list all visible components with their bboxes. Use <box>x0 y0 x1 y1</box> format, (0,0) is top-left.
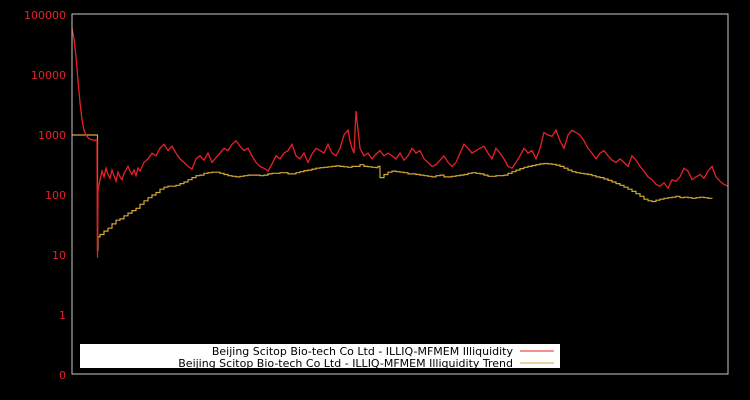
legend-label-illiquidity-trend: Beijing Scitop Bio-tech Co Ltd - ILLIQ-M… <box>178 357 513 370</box>
y-tick-label: 1000 <box>38 129 66 142</box>
legend: Beijing Scitop Bio-tech Co Ltd - ILLIQ-M… <box>80 344 560 370</box>
series-layer <box>71 28 729 258</box>
y-tick-label: 10 <box>52 249 66 262</box>
y-tick-label: 100000 <box>24 9 66 22</box>
series-illiquidity-line <box>71 28 729 258</box>
y-tick-label: 10000 <box>31 69 66 82</box>
series-illiquidity-trend-line <box>72 134 713 251</box>
y-tick-label: 100 <box>45 189 66 202</box>
legend-label-illiquidity: Beijing Scitop Bio-tech Co Ltd - ILLIQ-M… <box>212 345 514 358</box>
y-tick-label: 1 <box>59 309 66 322</box>
y-tick-label: 0 <box>59 369 66 382</box>
legend-box <box>80 344 560 368</box>
plot-frame <box>71 13 729 375</box>
